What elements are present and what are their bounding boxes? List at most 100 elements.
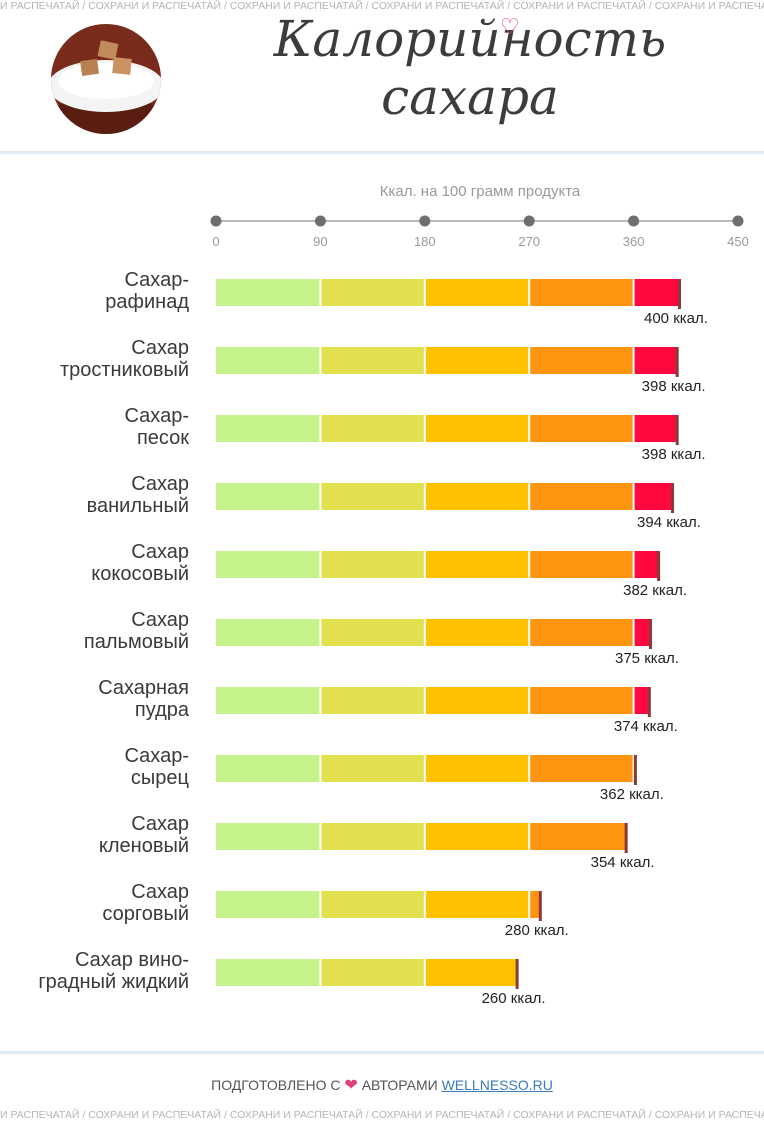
category-label: Сахар сорговый xyxy=(0,881,189,925)
top-divider xyxy=(0,151,764,154)
value-label: 374 ккал. xyxy=(613,718,678,735)
value-label: 398 ккал. xyxy=(641,446,706,463)
bar-segment xyxy=(425,959,518,986)
value-label: 398 ккал. xyxy=(641,378,706,395)
category-label: Сахар ванильный xyxy=(0,473,189,517)
value-label: 400 ккал. xyxy=(644,310,708,327)
category-label: Сахар кленовый xyxy=(0,813,189,857)
bar-segment xyxy=(321,279,424,306)
category-label-line: тростниковый xyxy=(59,359,189,381)
bar-end-marker xyxy=(671,483,675,513)
bar-segment xyxy=(425,483,529,510)
value-label: 354 ккал. xyxy=(590,854,655,871)
bar-segment xyxy=(216,959,320,986)
x-tick-label: 360 xyxy=(622,234,645,249)
category-label: Сахар-песок xyxy=(0,405,189,449)
axis-title: Ккал. на 100 грамм продукта xyxy=(379,183,581,200)
bar-segment xyxy=(425,415,529,442)
value-label: 394 ккал. xyxy=(637,514,701,531)
category-label-line: Сахар- xyxy=(124,745,189,767)
category-label: Сахар тростниковый xyxy=(0,337,189,381)
bar-segment xyxy=(634,619,651,646)
title-line-1: Калорийность xyxy=(273,10,667,68)
bar-segment xyxy=(425,823,529,850)
category-label: Сахар-рафинад xyxy=(0,269,189,313)
bar-segment xyxy=(216,415,320,442)
title-line-2: сахара xyxy=(381,68,559,126)
category-label-line: кленовый xyxy=(98,835,189,857)
category-label-line: пудра xyxy=(134,699,189,721)
bar-end-marker xyxy=(538,891,542,921)
footer-prefix: ПОДГОТОВЛЕНО С xyxy=(211,1077,341,1093)
bar-segment xyxy=(321,483,424,510)
x-tick-dot xyxy=(210,215,222,227)
category-label-line: Сахар xyxy=(131,541,189,563)
category-label-line: пальмовый xyxy=(83,631,189,653)
x-tick-label: 450 xyxy=(727,234,749,249)
value-label: 260 ккал. xyxy=(481,990,546,1007)
bar-end-marker xyxy=(624,823,628,853)
bar-segment xyxy=(321,619,424,646)
x-tick-dot xyxy=(419,215,431,227)
bar-segment xyxy=(425,891,529,918)
bar-segment xyxy=(530,687,633,714)
bar-segment xyxy=(216,755,320,782)
category-label-line: Сахарная xyxy=(98,677,189,699)
bar-segment xyxy=(321,415,424,442)
category-label-line: песок xyxy=(136,427,189,449)
category-label: Сахар вино-градный жидкий xyxy=(0,949,189,993)
bar-segment xyxy=(425,347,529,374)
bar-segment xyxy=(216,619,320,646)
bar-segment xyxy=(530,823,627,850)
category-label: Сахар пальмовый xyxy=(0,609,189,653)
category-label-line: сырец xyxy=(130,767,189,789)
bar-end-marker xyxy=(657,551,661,581)
x-tick-dot xyxy=(732,215,744,227)
bar-segment xyxy=(216,347,320,374)
bar-end-marker xyxy=(649,619,652,649)
category-label-line: Сахар xyxy=(131,813,189,835)
category-label: Сахарная пудра xyxy=(0,677,189,721)
sugar-photo xyxy=(51,24,161,134)
bar-end-marker xyxy=(675,347,679,377)
heart-icon: ❤ xyxy=(344,1077,358,1094)
bar-segment xyxy=(216,687,320,714)
bar-segment xyxy=(634,483,674,510)
bar-end-marker xyxy=(647,687,651,717)
site-link[interactable]: WELLNESSO.RU xyxy=(441,1077,553,1093)
x-tick-label: 180 xyxy=(413,234,436,249)
bar-segment xyxy=(530,279,633,306)
x-tick-dot xyxy=(523,215,535,227)
x-tick-label: 0 xyxy=(212,234,220,249)
bar-segment xyxy=(425,551,529,578)
x-tick-label: 90 xyxy=(313,234,328,249)
category-label-line: Сахар- xyxy=(124,405,189,427)
bar-segment xyxy=(530,347,633,374)
bar-segment xyxy=(321,687,424,714)
bar-segment xyxy=(321,959,424,986)
bar-segment xyxy=(425,619,529,646)
category-label-line: Сахар xyxy=(131,337,189,359)
category-label: Сахар-сырец xyxy=(0,745,189,789)
category-label-line: Сахар вино- xyxy=(75,949,189,971)
value-label: 362 ккал. xyxy=(599,786,664,803)
calorie-chart xyxy=(210,215,744,989)
category-label-line: сорговый xyxy=(102,903,189,925)
category-label-line: кокосовый xyxy=(91,563,189,585)
footer-middle: АВТОРАМИ xyxy=(361,1077,438,1093)
category-label-line: Сахар xyxy=(131,609,189,631)
category-label-line: ванильный xyxy=(86,495,189,517)
bar-segment xyxy=(530,619,633,646)
bar-segment xyxy=(530,415,633,442)
bar-end-marker xyxy=(633,755,637,785)
bar-segment xyxy=(634,687,650,714)
x-tick-dot xyxy=(628,215,640,227)
bar-segment xyxy=(425,687,529,714)
bar-end-marker xyxy=(515,959,519,989)
bar-segment xyxy=(634,415,678,442)
bottom-divider xyxy=(0,1051,764,1054)
bar-segment xyxy=(216,483,320,510)
bar-segment xyxy=(321,551,424,578)
bar-segment xyxy=(634,347,678,374)
bar-segment xyxy=(321,891,424,918)
